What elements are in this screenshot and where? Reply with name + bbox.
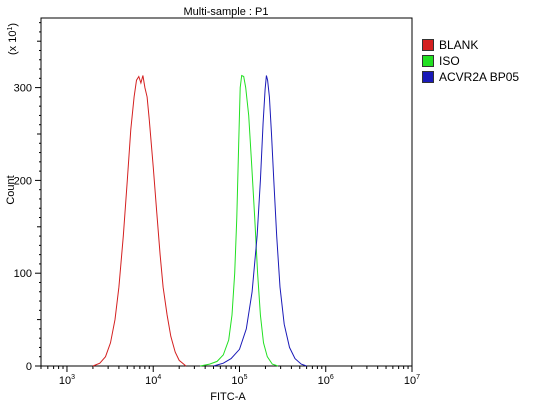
series-line-1 [200, 74, 279, 367]
y-multiplier-exp: 1 [7, 27, 14, 31]
x-tick-label: 106 [318, 374, 334, 387]
y-tick-label: 100 [14, 268, 32, 280]
x-axis: 103 104 105 106 107 [40, 366, 420, 387]
y-axis: 0 100 200 300 [14, 22, 41, 373]
y-tick-label: 0 [26, 361, 32, 373]
legend-item: BLANK [422, 37, 519, 53]
legend-item: ISO [422, 53, 519, 69]
y-axis-label: Count [5, 175, 17, 204]
legend-swatch [422, 39, 434, 51]
y-multiplier-base: (x 10 [7, 31, 19, 55]
x-tick-label: 103 [59, 374, 75, 387]
legend-swatch [422, 71, 434, 83]
y-tick-label: 200 [14, 175, 32, 187]
series-line-2 [213, 75, 307, 367]
x-axis-label: FITC-A [210, 391, 246, 403]
legend-item: ACVR2A BP05 [422, 69, 519, 85]
y-multiplier-label: (x 101) [7, 23, 19, 55]
legend-label: BLANK [439, 38, 479, 52]
series-line-0 [92, 75, 187, 367]
x-tick-label: 105 [231, 374, 247, 387]
plot-frame [40, 17, 413, 367]
legend-swatch [422, 55, 434, 67]
x-tick-label: 107 [404, 374, 420, 387]
legend: BLANK ISO ACVR2A BP05 [422, 37, 519, 85]
svg-text:(x 101): (x 101) [7, 23, 19, 55]
chart-title: Multi-sample : P1 [184, 6, 269, 18]
legend-label: ACVR2A BP05 [439, 70, 520, 84]
series-layer [92, 74, 307, 367]
legend-label: ISO [439, 54, 460, 68]
y-tick-label: 300 [14, 83, 32, 95]
x-tick-label: 104 [145, 374, 161, 387]
